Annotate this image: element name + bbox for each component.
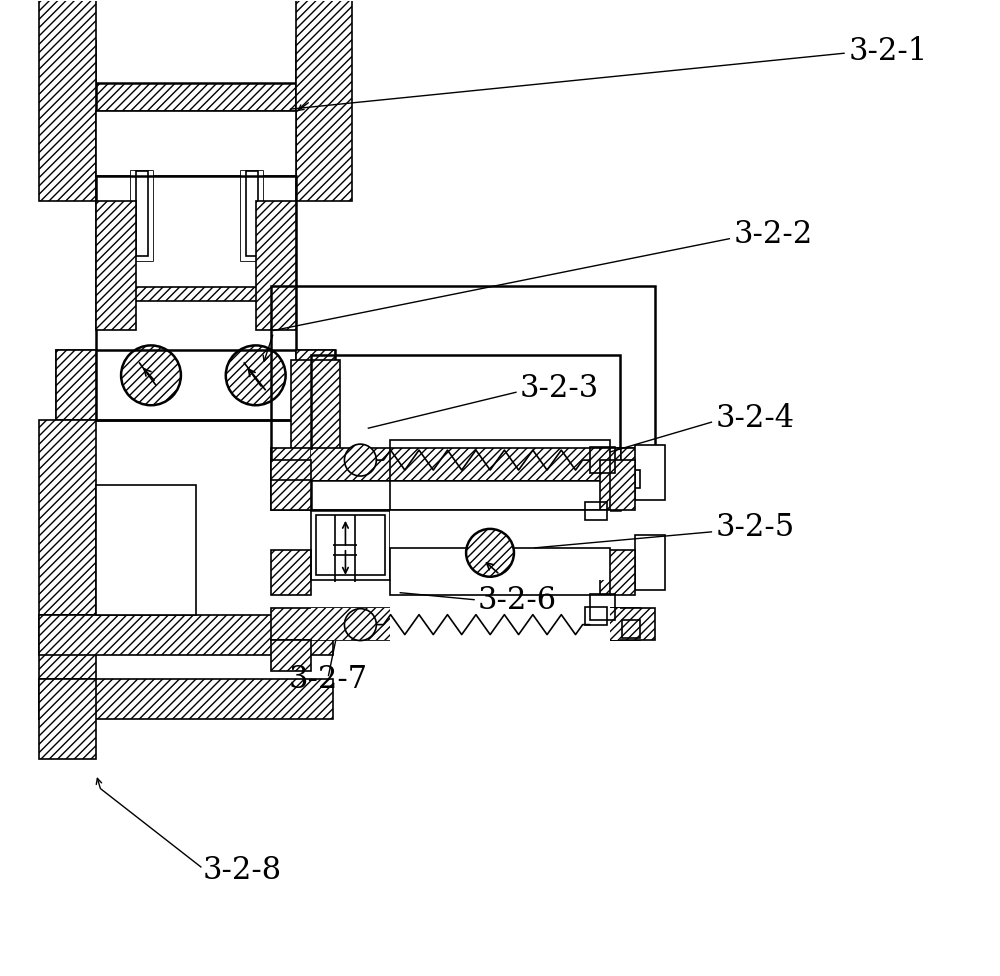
Bar — [256, 201, 296, 331]
Bar — [635, 535, 665, 590]
Bar — [56, 350, 335, 421]
Polygon shape — [390, 509, 610, 580]
Bar — [136, 171, 148, 256]
Bar — [390, 548, 610, 594]
Bar — [96, 201, 136, 331]
Bar — [590, 447, 615, 473]
Text: 3-2-7: 3-2-7 — [289, 664, 368, 695]
Bar — [96, 83, 296, 111]
Bar — [296, 350, 335, 421]
Bar — [271, 286, 655, 480]
Bar — [56, 350, 96, 421]
Bar — [96, 485, 196, 615]
Bar — [66, 41, 96, 111]
Bar — [311, 509, 390, 580]
Bar — [296, 41, 325, 111]
Bar — [131, 171, 153, 261]
Bar — [241, 171, 263, 261]
Polygon shape — [271, 480, 311, 509]
Bar — [246, 171, 258, 256]
Circle shape — [344, 609, 376, 640]
Bar — [311, 450, 620, 480]
Text: 3-2-4: 3-2-4 — [715, 403, 794, 433]
Bar — [585, 502, 607, 520]
Bar — [39, 679, 333, 719]
Text: 3-2-2: 3-2-2 — [733, 220, 813, 250]
Text: 3-2-5: 3-2-5 — [715, 512, 795, 544]
Text: 3-2-6: 3-2-6 — [478, 586, 557, 616]
Bar — [296, 0, 352, 201]
Circle shape — [466, 529, 514, 577]
Bar — [590, 593, 615, 620]
Bar — [622, 470, 640, 488]
Bar — [96, 111, 296, 176]
Bar — [39, 421, 96, 615]
Bar — [600, 608, 655, 639]
Bar — [271, 448, 640, 480]
Bar — [316, 515, 385, 575]
Bar — [291, 360, 340, 450]
Circle shape — [344, 444, 376, 476]
Polygon shape — [390, 594, 610, 641]
Bar — [600, 448, 655, 480]
Bar — [39, 615, 333, 655]
Bar — [39, 679, 96, 759]
Text: 3-2-1: 3-2-1 — [849, 36, 928, 66]
Bar — [241, 171, 263, 261]
Bar — [39, 615, 96, 719]
Bar — [311, 608, 620, 639]
Bar — [271, 460, 311, 509]
Text: 3-2-3: 3-2-3 — [520, 373, 599, 404]
Bar — [271, 608, 640, 639]
Text: 3-2-8: 3-2-8 — [203, 855, 282, 886]
Bar — [622, 620, 640, 637]
Bar — [635, 445, 665, 500]
Circle shape — [226, 346, 286, 405]
Bar — [96, 176, 296, 421]
Bar — [600, 549, 635, 594]
Bar — [390, 440, 610, 509]
Bar — [311, 355, 620, 509]
Bar — [131, 171, 153, 261]
Bar — [585, 607, 607, 625]
Bar — [600, 460, 635, 509]
Bar — [271, 549, 311, 594]
Bar — [111, 287, 281, 301]
Polygon shape — [271, 639, 311, 671]
Circle shape — [121, 346, 181, 405]
Bar — [39, 0, 96, 201]
